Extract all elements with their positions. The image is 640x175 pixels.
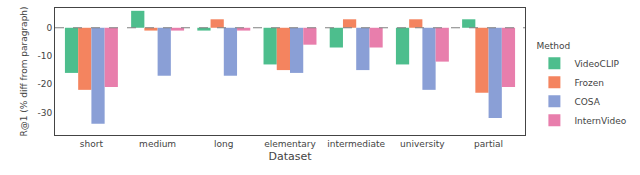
svg-text:university: university — [400, 139, 445, 149]
svg-text:Frozen: Frozen — [574, 78, 604, 88]
svg-text:InternVideo: InternVideo — [574, 116, 626, 126]
svg-text:intermediate: intermediate — [327, 139, 385, 149]
svg-text:partial: partial — [474, 139, 503, 149]
svg-text:VideoCLIP: VideoCLIP — [574, 59, 619, 69]
svg-text:-10: -10 — [37, 51, 52, 61]
svg-text:0: 0 — [46, 23, 52, 33]
svg-text:Method: Method — [536, 41, 570, 51]
svg-text:long: long — [214, 139, 233, 149]
svg-text:elementary: elementary — [264, 139, 316, 149]
svg-text:R@1 (% diff from paragraph): R@1 (% diff from paragraph) — [19, 6, 29, 136]
svg-text:COSA: COSA — [574, 97, 600, 107]
svg-text:short: short — [80, 139, 104, 149]
svg-text:medium: medium — [139, 139, 176, 149]
svg-text:-30: -30 — [37, 108, 52, 118]
svg-text:-20: -20 — [37, 79, 52, 89]
svg-text:Dataset: Dataset — [268, 150, 312, 163]
